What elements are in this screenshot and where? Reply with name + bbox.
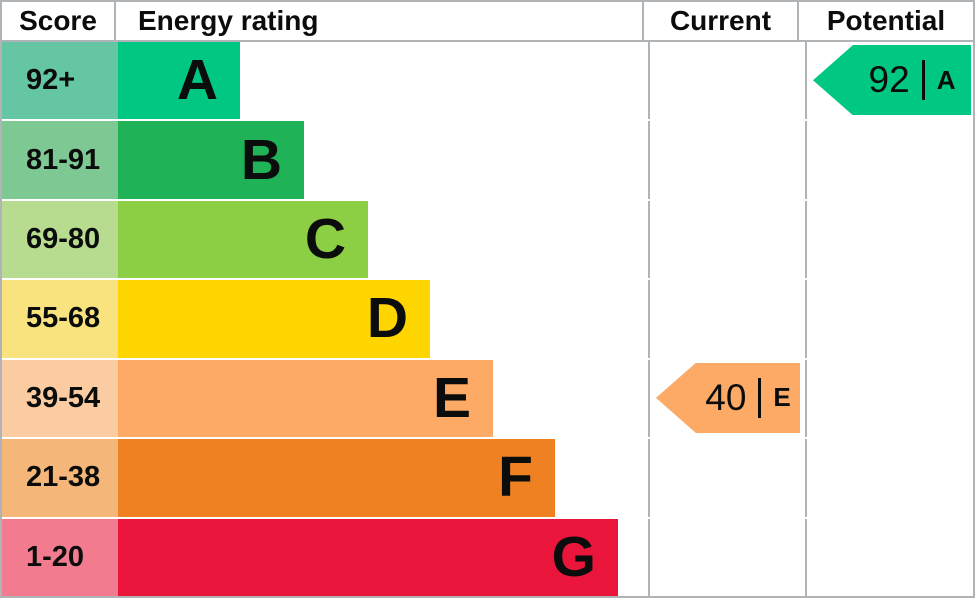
band-d-score: 55-68: [2, 280, 118, 358]
potential-rating-letter: A: [936, 64, 956, 95]
band-e-letter: E: [432, 365, 471, 430]
current-rating-arrow: 40 E: [656, 362, 800, 434]
current-score-value: 40: [705, 376, 747, 418]
band-rows: 92+ A 92 A 81-91 B 69-80 C 55-68: [2, 42, 973, 596]
header-current: Current: [644, 2, 799, 40]
band-e-bar: E: [118, 359, 493, 438]
band-d-bar: D: [118, 280, 430, 358]
current-rating-letter: E: [773, 382, 791, 413]
band-a-score: 92+: [2, 42, 118, 120]
band-row-b: 81-91 B: [2, 121, 973, 201]
band-f-letter: F: [498, 445, 533, 510]
header-score: Score: [2, 2, 116, 40]
band-row-d: 55-68 D: [2, 280, 973, 360]
arrow-separator: [921, 60, 925, 101]
header-potential: Potential: [826, 5, 946, 36]
band-f-bar: F: [118, 439, 555, 517]
band-c-score: 69-80: [2, 200, 118, 279]
band-d-letter: D: [366, 286, 408, 351]
potential-score-value: 92: [868, 59, 910, 101]
band-g-letter: G: [551, 524, 596, 589]
band-row-e: 39-54 E 40 E: [2, 359, 973, 440]
band-row-a: 92+ A 92 A: [2, 42, 973, 122]
column-divider-potential: [805, 2, 807, 596]
potential-rating-arrow: 92 A: [813, 45, 971, 116]
header-energy-rating: Energy rating: [116, 2, 644, 40]
band-f-score: 21-38: [2, 439, 118, 517]
band-c-bar: C: [118, 200, 368, 279]
band-a-letter: A: [176, 48, 218, 113]
band-e-score: 39-54: [2, 359, 118, 438]
band-row-g: 1-20 G: [2, 518, 973, 596]
band-b-letter: B: [240, 127, 282, 192]
band-row-f: 21-38 F: [2, 439, 973, 519]
band-g-bar: G: [118, 518, 618, 596]
band-a-bar: A: [118, 42, 240, 120]
column-divider-current: [648, 2, 650, 596]
table-header: Score Energy rating Current Potential: [2, 2, 973, 42]
band-g-score: 1-20: [2, 518, 118, 596]
band-c-letter: C: [304, 207, 346, 272]
arrow-separator: [758, 377, 762, 418]
band-b-bar: B: [118, 121, 304, 199]
band-b-score: 81-91: [2, 121, 118, 199]
band-row-c: 69-80 C: [2, 200, 973, 281]
